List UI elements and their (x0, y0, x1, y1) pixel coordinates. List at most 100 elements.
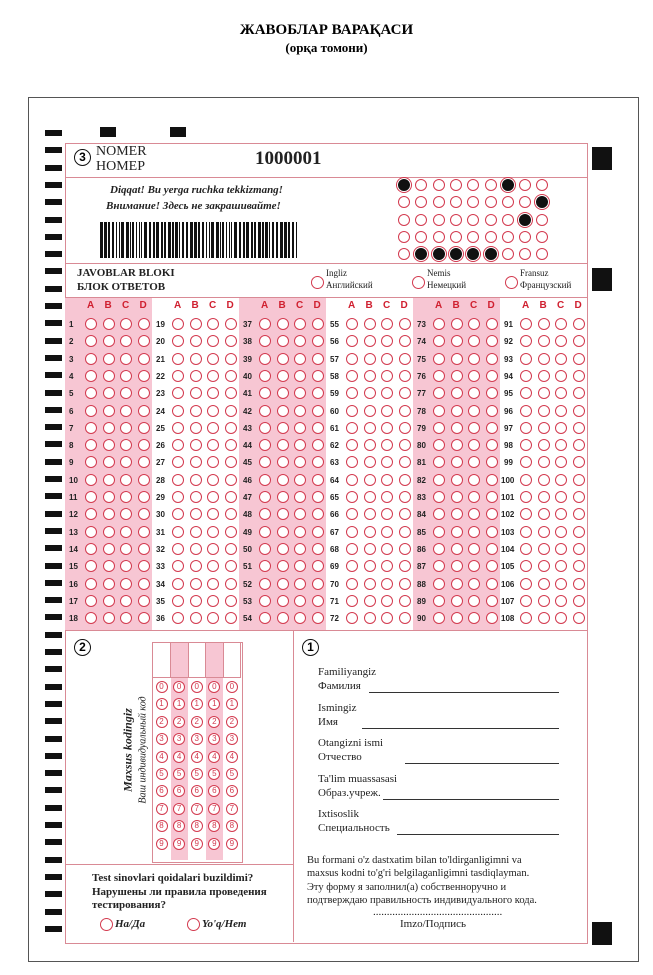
answer-bubble[interactable] (207, 577, 219, 590)
answer-bubble[interactable] (433, 508, 445, 521)
answer-bubble[interactable] (381, 404, 393, 417)
answer-bubble[interactable] (120, 369, 132, 382)
answer-bubble[interactable] (224, 421, 237, 434)
answer-bubble[interactable] (102, 439, 115, 452)
answer-bubble[interactable] (555, 612, 567, 625)
answer-bubble[interactable] (346, 404, 358, 417)
answer-bubble[interactable] (398, 421, 411, 434)
answer-bubble[interactable] (102, 335, 115, 348)
answer-bubble[interactable] (363, 456, 376, 469)
code-bubble[interactable]: 3 (208, 733, 221, 746)
code-bubble[interactable]: 9 (190, 837, 203, 850)
field-input-line[interactable] (383, 798, 559, 800)
answer-bubble[interactable] (485, 352, 498, 365)
answer-bubble[interactable] (520, 404, 532, 417)
answer-bubble[interactable] (433, 594, 445, 607)
code-bubble[interactable]: 2 (190, 715, 203, 728)
code-bubble[interactable]: 5 (173, 768, 186, 780)
answer-bubble[interactable] (520, 560, 532, 573)
answer-bubble[interactable] (468, 612, 480, 625)
answer-bubble[interactable] (120, 525, 132, 538)
answer-bubble[interactable] (485, 387, 498, 400)
answer-bubble[interactable] (572, 439, 585, 452)
answer-bubble[interactable] (398, 473, 411, 486)
answer-bubble[interactable] (398, 491, 411, 503)
answer-bubble[interactable] (294, 421, 306, 434)
answer-bubble[interactable] (189, 491, 202, 503)
answer-bubble[interactable] (189, 404, 202, 417)
answer-bubble[interactable] (433, 456, 445, 469)
answer-bubble[interactable] (224, 473, 237, 486)
answer-bubble[interactable] (537, 508, 550, 521)
code-bubble[interactable]: 4 (173, 750, 186, 763)
answer-bubble[interactable] (137, 421, 150, 434)
answer-bubble[interactable] (450, 594, 463, 607)
answer-bubble[interactable] (363, 404, 376, 417)
answer-bubble[interactable] (537, 594, 550, 607)
code-bubble[interactable]: 2 (173, 715, 186, 728)
answer-bubble[interactable] (381, 456, 393, 469)
answer-bubble[interactable] (137, 369, 150, 382)
answer-bubble[interactable] (207, 335, 219, 348)
answer-bubble[interactable] (433, 491, 445, 503)
answer-bubble[interactable] (555, 525, 567, 538)
answer-bubble[interactable] (485, 369, 498, 382)
answer-bubble[interactable] (224, 594, 237, 607)
answer-bubble[interactable] (572, 491, 585, 503)
answer-bubble[interactable] (189, 473, 202, 486)
answer-bubble[interactable] (468, 369, 480, 382)
answer-bubble[interactable] (433, 318, 445, 330)
answer-bubble[interactable] (259, 421, 271, 434)
answer-bubble[interactable] (468, 577, 480, 590)
answer-bubble[interactable] (433, 577, 445, 590)
answer-bubble[interactable] (468, 439, 480, 452)
answer-bubble[interactable] (276, 369, 289, 382)
answer-bubble[interactable] (85, 560, 97, 573)
answer-bubble[interactable] (172, 404, 184, 417)
answer-bubble[interactable] (224, 577, 237, 590)
answer-bubble[interactable] (468, 508, 480, 521)
answer-bubble[interactable] (207, 318, 219, 330)
answer-bubble[interactable] (137, 404, 150, 417)
answer-bubble[interactable] (259, 387, 271, 400)
answer-bubble[interactable] (381, 421, 393, 434)
answer-bubble[interactable] (363, 577, 376, 590)
answer-bubble[interactable] (555, 456, 567, 469)
yes-radio[interactable] (100, 918, 113, 931)
answer-bubble[interactable] (450, 473, 463, 486)
answer-bubble[interactable] (120, 387, 132, 400)
answer-bubble[interactable] (381, 387, 393, 400)
answer-bubble[interactable] (537, 456, 550, 469)
answer-bubble[interactable] (120, 404, 132, 417)
answer-bubble[interactable] (381, 560, 393, 573)
answer-bubble[interactable] (485, 508, 498, 521)
answer-bubble[interactable] (120, 594, 132, 607)
answer-bubble[interactable] (572, 335, 585, 348)
code-bubble[interactable]: 8 (225, 820, 238, 833)
answer-bubble[interactable] (381, 335, 393, 348)
answer-bubble[interactable] (120, 421, 132, 434)
answer-bubble[interactable] (85, 473, 97, 486)
answer-bubble[interactable] (120, 335, 132, 348)
answer-bubble[interactable] (520, 318, 532, 330)
code-bubble[interactable]: 6 (208, 785, 221, 798)
answer-bubble[interactable] (137, 491, 150, 503)
answer-bubble[interactable] (85, 456, 97, 469)
answer-bubble[interactable] (520, 525, 532, 538)
answer-bubble[interactable] (363, 369, 376, 382)
code-bubble[interactable]: 3 (190, 733, 203, 746)
answer-bubble[interactable] (398, 542, 411, 555)
answer-bubble[interactable] (276, 612, 289, 625)
code-bubble[interactable]: 0 (225, 681, 238, 693)
answer-bubble[interactable] (398, 525, 411, 538)
answer-bubble[interactable] (537, 421, 550, 434)
answer-bubble[interactable] (555, 404, 567, 417)
answer-bubble[interactable] (398, 318, 411, 330)
answer-bubble[interactable] (276, 421, 289, 434)
language-radio[interactable] (412, 276, 425, 289)
answer-bubble[interactable] (276, 473, 289, 486)
answer-bubble[interactable] (172, 491, 184, 503)
code-bubble[interactable]: 5 (190, 768, 203, 780)
answer-bubble[interactable] (311, 594, 324, 607)
answer-bubble[interactable] (276, 542, 289, 555)
